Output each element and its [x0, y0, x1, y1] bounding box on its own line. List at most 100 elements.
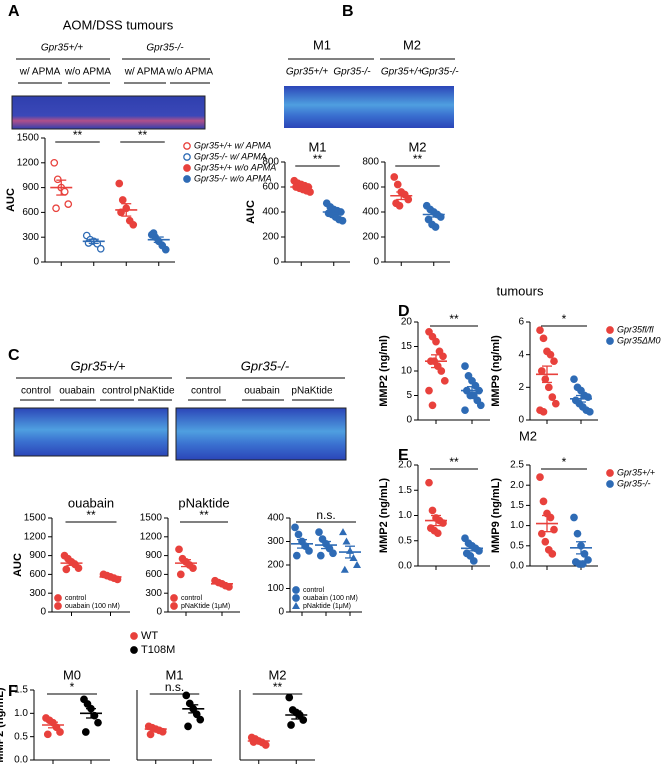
legend-label: Gpr35-/- w/o APMA: [194, 173, 272, 183]
y-tick-label: 0: [33, 257, 39, 268]
y-axis-label: MMP2 (ng/ml): [378, 335, 390, 407]
legend-marker: [54, 602, 62, 610]
legend-marker: [130, 632, 138, 640]
panel-letter: D: [398, 303, 410, 320]
y-tick-label: 1500: [24, 513, 47, 524]
y-tick-label: 2: [518, 382, 524, 393]
data-point: [299, 716, 308, 724]
data-point: [433, 529, 442, 538]
data-point: [573, 529, 582, 538]
data-point: [285, 693, 294, 702]
data-point: [189, 564, 197, 572]
data-point: [584, 556, 592, 564]
data-point: [546, 350, 555, 359]
y-tick-label: 400: [362, 207, 379, 218]
y-tick-label: 200: [362, 232, 379, 243]
y-tick-label: 300: [267, 536, 284, 547]
panel-title: tumours: [497, 283, 544, 298]
y-axis-label: AUC: [12, 553, 24, 577]
data-point: [550, 357, 558, 366]
data-point: [424, 215, 433, 224]
lane-label: ouabain: [59, 386, 95, 397]
data-point: [428, 506, 437, 515]
legend-label: control: [303, 587, 324, 594]
significance-label: **: [413, 152, 423, 166]
y-axis-label: MMP9 (ng/mL): [490, 478, 502, 553]
gel-group: Gpr35-/-: [146, 43, 184, 54]
data-point: [461, 534, 469, 543]
legend-label: Gpr35ΔM0: [617, 335, 661, 345]
panel-letter: A: [8, 3, 20, 20]
legend-marker: [292, 602, 300, 609]
y-tick-label: 10: [401, 366, 413, 377]
data-point: [176, 570, 185, 579]
y-tick-label: 300: [29, 588, 46, 599]
y-tick-label: 1.5: [14, 685, 28, 696]
gel-image: [284, 86, 454, 128]
legend-label: ouabain (100 nM): [65, 603, 120, 610]
legend-marker: [292, 586, 300, 594]
y-tick-label: 200: [262, 232, 279, 243]
y-tick-label: 0: [278, 607, 284, 618]
legend-marker: [170, 594, 178, 602]
y-tick-label: 6: [518, 317, 524, 328]
y-tick-label: 0.5: [510, 540, 524, 551]
legend-marker: [183, 175, 191, 183]
significance-label: **: [138, 128, 148, 142]
data-point: [53, 175, 62, 184]
data-point: [50, 158, 59, 167]
legend-marker: [183, 142, 191, 150]
data-point: [570, 513, 578, 522]
legend-marker: [54, 594, 62, 602]
y-tick-label: 600: [362, 182, 379, 193]
gel-image: [13, 407, 169, 457]
data-point: [551, 399, 560, 408]
legend-marker: [292, 594, 300, 602]
data-point: [390, 173, 399, 181]
lane-label: Gpr35-/-: [333, 67, 371, 78]
data-point: [315, 528, 323, 536]
y-tick-label: 2.0: [398, 460, 412, 471]
y-tick-label: 1.0: [14, 708, 28, 719]
y-tick-label: 300: [145, 588, 162, 599]
y-tick-label: 100: [267, 583, 284, 594]
y-tick-label: 800: [262, 157, 279, 168]
significance-label: *: [70, 680, 75, 694]
panel-letter: E: [398, 447, 409, 464]
data-point: [585, 407, 594, 416]
y-tick-label: 300: [22, 232, 39, 243]
data-point: [428, 401, 437, 410]
data-point: [292, 551, 301, 560]
y-tick-label: 600: [145, 569, 162, 580]
gel-group: M2: [403, 37, 421, 52]
gel-image: [175, 407, 347, 461]
lane-label: w/ APMA: [19, 67, 61, 78]
data-point: [60, 187, 69, 196]
y-tick-label: 20: [401, 317, 413, 328]
y-axis-label: MMP2 (ng/mL): [378, 478, 390, 553]
data-point: [338, 216, 347, 225]
significance-label: **: [199, 508, 209, 522]
chart-title: M1: [165, 667, 183, 682]
data-point: [539, 334, 548, 343]
y-tick-label: 1500: [140, 513, 163, 524]
y-tick-label: 0: [406, 415, 412, 426]
data-point: [62, 565, 71, 574]
y-tick-label: 0: [273, 257, 279, 268]
y-tick-label: 1200: [17, 157, 40, 168]
legend-marker: [606, 326, 614, 334]
legend-label: ouabain (100 nM): [303, 595, 358, 602]
gel-group: Gpr35+/+: [41, 43, 83, 54]
legend-label: Gpr35+/+: [617, 467, 655, 477]
y-tick-label: 1200: [140, 531, 163, 542]
data-point: [149, 229, 158, 237]
lane-label: Gpr35+/+: [286, 67, 328, 78]
data-point: [536, 326, 544, 335]
data-point: [196, 715, 205, 724]
data-point: [548, 550, 557, 558]
data-point: [432, 337, 440, 346]
data-point: [146, 730, 155, 739]
legend-marker: [606, 469, 614, 477]
data-point: [52, 204, 60, 213]
lane-label: w/o APMA: [64, 67, 111, 78]
